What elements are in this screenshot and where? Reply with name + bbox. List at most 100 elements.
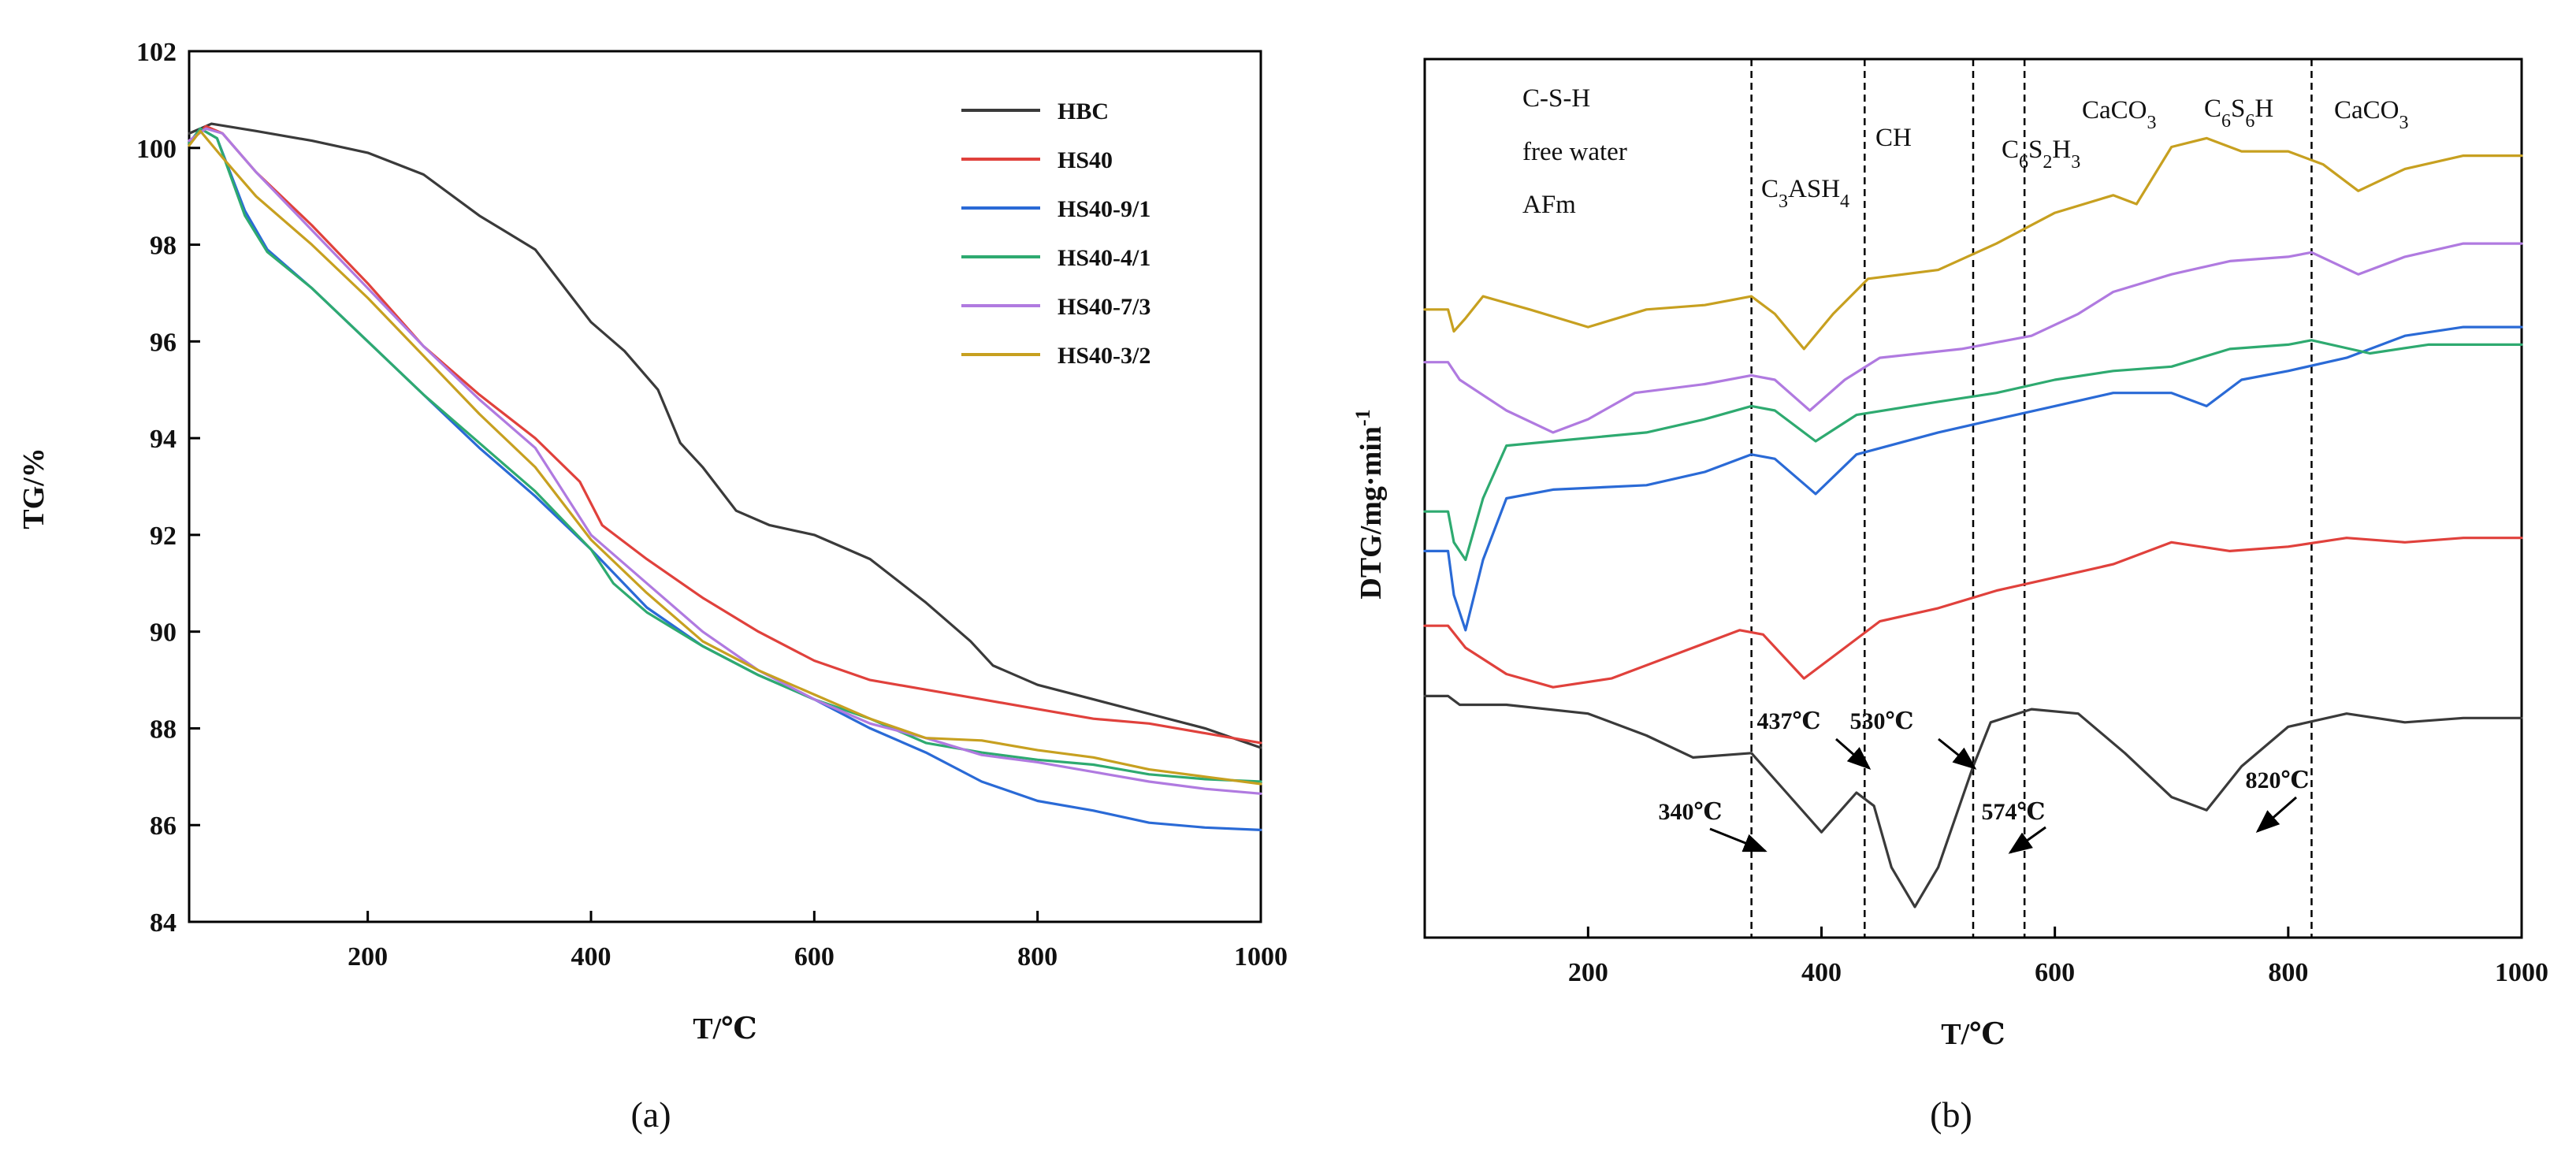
- legend-label-hs40: HS40: [1058, 147, 1113, 173]
- panel-b-x-tick-label: 600: [2035, 958, 2075, 987]
- panel-a-x-tick-label: 400: [571, 942, 611, 971]
- panel-b-x-tick-label: 800: [2268, 958, 2308, 987]
- panel-b-label: (b): [1930, 1094, 1972, 1135]
- phase-label-c6s6h-sub2: 6: [2245, 111, 2254, 132]
- panel-a-series-line-hs40: [188, 124, 1262, 745]
- panel-b-series-line-hs40-9-1: [1423, 325, 2523, 632]
- phase-label-ch-text: CH: [1875, 124, 1912, 152]
- panel-a-y-axis-title: TG/%: [17, 448, 50, 529]
- temperature-label-437: 437℃: [1757, 708, 1821, 734]
- panel-a-series-line-hbc: [188, 122, 1262, 749]
- panel-a-x-axis-title: T/℃: [693, 1012, 756, 1046]
- panel-a-y-tick-label: 96: [150, 328, 177, 357]
- panel-a-plot-frame: [188, 50, 1262, 923]
- phase-label-c6s2h3-text: C: [2002, 136, 2019, 164]
- temperature-arrow-340: [1709, 827, 1768, 853]
- phase-label-c3ash4-sub2: 4: [1840, 191, 1849, 212]
- panel-a-y-tick-label: 92: [150, 522, 177, 551]
- legend-label-hs40-3-2: HS40-3/2: [1058, 343, 1150, 369]
- phase-label-c6s6h-text3: H: [2254, 95, 2273, 123]
- panel-b-temperature-annotations: 340℃ 437℃ 530℃ 574℃ 820℃: [1659, 708, 2310, 854]
- panel-a-y-tick-label: 102: [136, 38, 177, 67]
- temperature-arrow-437: [1835, 737, 1872, 770]
- phase-label-c-s-h-text: C-S-H: [1522, 84, 1590, 113]
- panel-b-y-axis-title-main: DTG/mg·min: [1355, 426, 1388, 600]
- phase-label-c6s2h3-text2: S: [2028, 136, 2043, 164]
- phase-label-c6s2h3-text3: H: [2052, 136, 2071, 164]
- panel-b-x-tick-label: 400: [1801, 958, 1842, 987]
- phase-label-afm: AFm: [1522, 191, 1576, 219]
- panel-a-label: (a): [630, 1094, 671, 1135]
- legend-label-hs40-7-3: HS40-7/3: [1058, 294, 1150, 320]
- panel-b-axis-ticks: 200 400 600 800 1000: [1568, 927, 2548, 987]
- panel-a-series-group: [188, 122, 1262, 831]
- panel-a-y-tick-label: 90: [150, 619, 177, 648]
- panel-b-y-axis-title-superscript: -1: [1351, 409, 1374, 426]
- phase-label-afm-text: AFm: [1522, 191, 1576, 219]
- panel-b-series-line-hs40-4-1: [1423, 339, 2523, 562]
- panel-b-x-tick-label: 1000: [2495, 958, 2548, 987]
- panel-a-y-tick-label: 98: [150, 232, 177, 261]
- panel-b-series-line-hs40-7-3: [1423, 242, 2523, 434]
- panel-a-tg-chart: 200 400 600 800 1000 84 86 88 90 92 94 96 98 100 102 H…: [17, 38, 1288, 1135]
- phase-label-c3ash4-text: C: [1761, 175, 1779, 203]
- phase-label-c3ash4-text2: ASH: [1788, 175, 1840, 203]
- phase-label-c3ash4-sub: 3: [1779, 191, 1788, 212]
- phase-label-caco3-2-sub: 3: [2399, 113, 2409, 133]
- phase-label-c6s6h: C6S6H: [2204, 95, 2273, 132]
- temperature-label-530: 530℃: [1850, 708, 1914, 734]
- phase-label-free-water-text: free water: [1522, 138, 1627, 166]
- panel-a-y-tick-label: 88: [150, 715, 177, 744]
- panel-a-series-line-hs40-9-1: [188, 127, 1262, 831]
- temperature-arrow-820: [2255, 796, 2297, 833]
- panel-b-series-group: [1423, 136, 2523, 908]
- panel-b-y-axis-title: DTG/mg·min-1: [1351, 409, 1388, 599]
- phase-label-ch: CH: [1875, 124, 1912, 152]
- phase-label-c6s2h3-sub: 6: [2019, 152, 2028, 173]
- phase-label-c6s6h-sub: 6: [2221, 111, 2231, 132]
- phase-label-c6s6h-text2: S: [2231, 95, 2245, 123]
- temperature-label-340: 340℃: [1659, 799, 1723, 825]
- legend-label-hs40-9-1: HS40-9/1: [1058, 196, 1150, 222]
- panel-a-legend: HBC HS40 HS40-9/1 HS40-4/1 HS40-7/3 HS40-3/2: [961, 98, 1150, 369]
- phase-label-c3ash4: C3ASH4: [1761, 175, 1849, 212]
- panel-b-x-axis-title: T/℃: [1941, 1018, 2005, 1051]
- phase-label-caco3-1: CaCO3: [2082, 96, 2157, 133]
- panel-a-x-tick-label: 1000: [1234, 942, 1288, 971]
- panel-a-x-tick-label: 600: [794, 942, 835, 971]
- phase-label-caco3-2: CaCO3: [2334, 96, 2409, 133]
- panel-a-x-tick-label: 200: [348, 942, 388, 971]
- panel-a-series-line-hs40-4-1: [188, 127, 1262, 783]
- panel-a-x-tick-label: 800: [1017, 942, 1058, 971]
- panel-a-axis-ticks: 200 400 600 800 1000 84 86 88 90 92 94 96 98 100 102: [136, 38, 1288, 971]
- panel-b-x-tick-label: 200: [1568, 958, 1608, 987]
- legend-label-hs40-4-1: HS40-4/1: [1058, 245, 1150, 271]
- temperature-arrow-574: [2008, 826, 2046, 854]
- panel-b-series-line-hbc: [1423, 694, 2523, 908]
- phase-label-caco3-1-text: CaCO: [2082, 96, 2147, 124]
- phase-label-caco3-2-text: CaCO: [2334, 96, 2399, 124]
- phase-label-c-s-h: C-S-H: [1522, 84, 1590, 113]
- legend-label-hbc: HBC: [1058, 98, 1109, 124]
- panel-b-series-line-hs40-3-2: [1423, 136, 2523, 351]
- phase-label-caco3-1-sub: 3: [2147, 113, 2157, 133]
- temperature-label-574: 574℃: [1982, 799, 2046, 825]
- panel-b-reference-lines: [1750, 59, 2313, 938]
- phase-label-c6s2h3: C6S2H3: [2002, 136, 2080, 173]
- panel-b-series-line-hs40: [1423, 537, 2523, 689]
- phase-label-c6s2h3-sub3: 3: [2071, 152, 2080, 173]
- phase-label-c6s6h-text: C: [2204, 95, 2221, 123]
- temperature-arrow-530: [1938, 737, 1977, 770]
- temperature-label-820: 820℃: [2246, 767, 2310, 793]
- panel-a-y-tick-label: 94: [150, 425, 177, 454]
- panel-a-y-tick-label: 84: [150, 908, 177, 938]
- panel-a-series-line-hs40-7-3: [188, 127, 1262, 795]
- phase-label-c6s2h3-sub2: 2: [2043, 152, 2052, 173]
- panel-a-y-tick-label: 86: [150, 812, 177, 841]
- panel-a-series-line-hs40-3-2: [188, 129, 1262, 786]
- phase-label-free-water: free water: [1522, 138, 1627, 166]
